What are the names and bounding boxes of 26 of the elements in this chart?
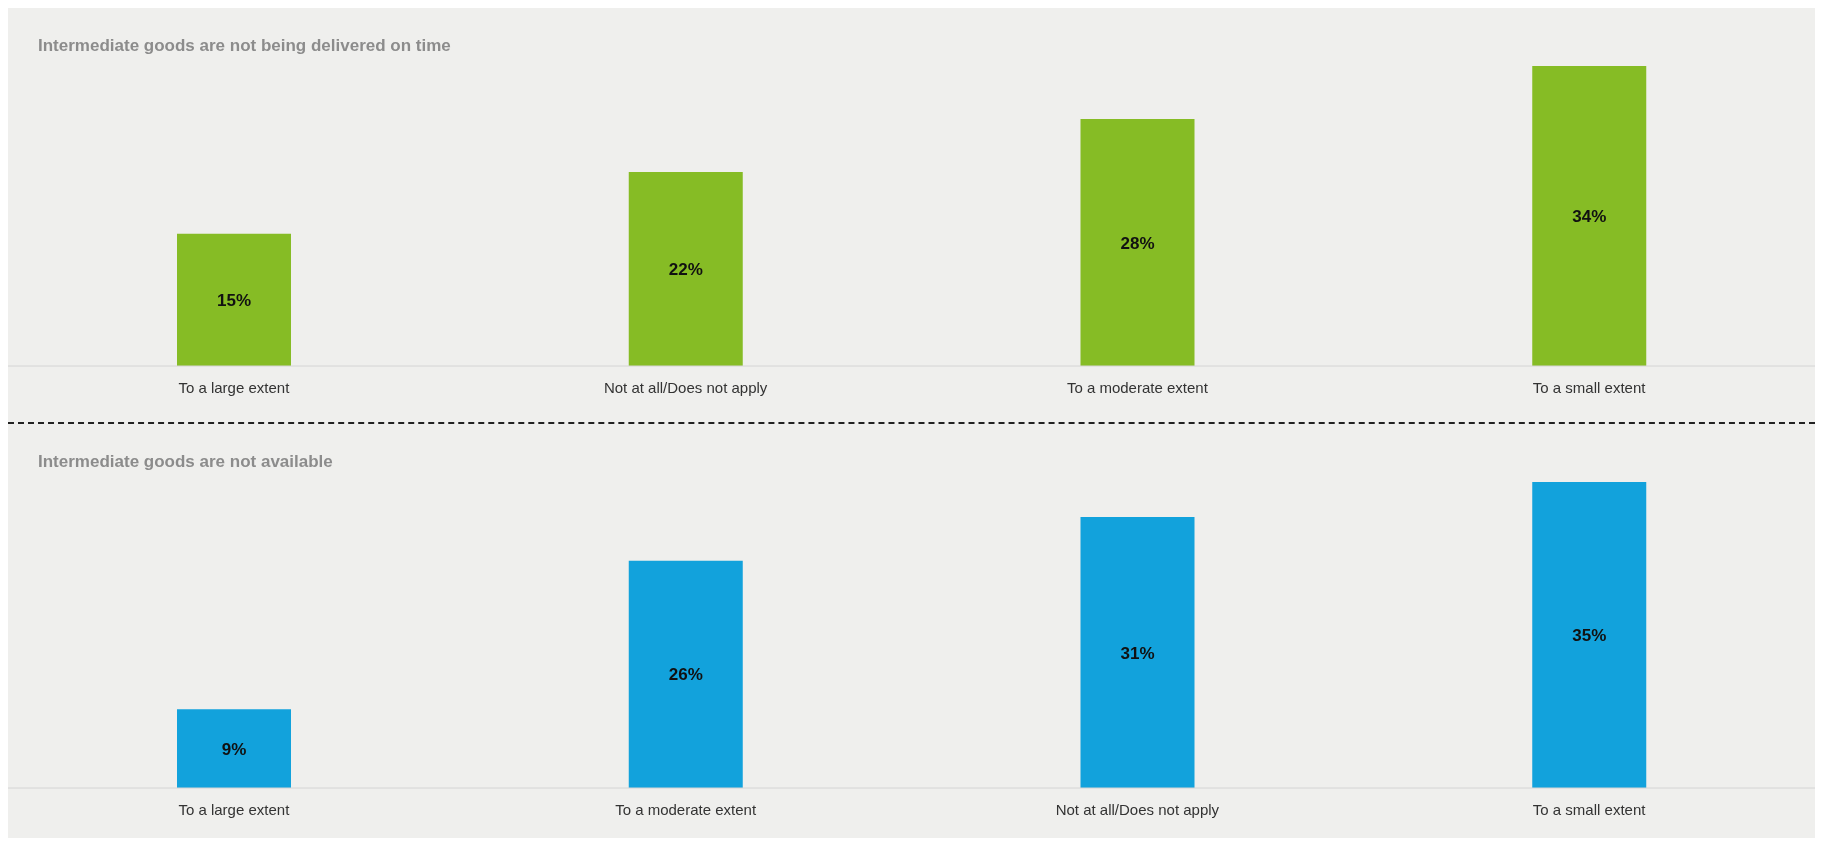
x-tick-label: Not at all/Does not apply bbox=[603, 378, 768, 396]
x-tick-label: To a large extent bbox=[178, 800, 291, 818]
bar bbox=[628, 171, 743, 366]
chart-title: Intermediate goods are not being delivered on time bbox=[37, 35, 452, 57]
data-label: 34% bbox=[1572, 207, 1607, 227]
x-tick-label: To a large extent bbox=[178, 378, 291, 396]
data-label: 31% bbox=[1120, 643, 1155, 663]
x-tick-label: Not at all/Does not apply bbox=[1055, 800, 1220, 818]
data-label: 22% bbox=[668, 259, 703, 279]
bar bbox=[1532, 66, 1647, 366]
data-label: 35% bbox=[1572, 626, 1607, 646]
x-tick-label: To a moderate extent bbox=[615, 800, 757, 818]
chart-title: Intermediate goods are not available bbox=[37, 451, 334, 473]
bar bbox=[1532, 482, 1647, 788]
bar bbox=[1080, 516, 1195, 788]
data-label: 9% bbox=[221, 739, 247, 759]
x-tick-label: To a moderate extent bbox=[1066, 378, 1209, 396]
x-tick-label: To a small extent bbox=[1532, 378, 1647, 396]
bar bbox=[628, 560, 743, 788]
bar bbox=[177, 709, 291, 788]
data-label: 28% bbox=[1120, 233, 1155, 253]
bar bbox=[177, 233, 291, 366]
data-label: 26% bbox=[668, 665, 703, 685]
x-tick-label: To a small extent bbox=[1532, 800, 1647, 818]
bar bbox=[1080, 118, 1195, 366]
data-label: 15% bbox=[216, 290, 252, 310]
